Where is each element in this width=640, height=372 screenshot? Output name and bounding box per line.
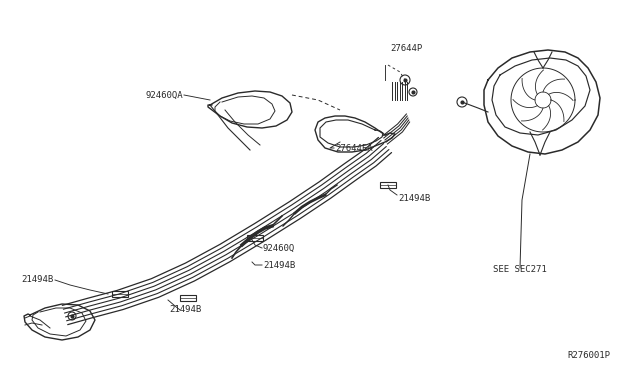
- Text: 21494B: 21494B: [22, 276, 54, 285]
- Text: R276001P: R276001P: [567, 350, 610, 359]
- Text: 27644EA: 27644EA: [335, 144, 372, 153]
- Bar: [380, 182, 396, 188]
- Text: 21494B: 21494B: [263, 260, 295, 269]
- Bar: [247, 235, 263, 241]
- Text: 21494B: 21494B: [169, 305, 201, 314]
- Text: 92460Q: 92460Q: [263, 244, 295, 253]
- Text: 27644P: 27644P: [390, 44, 422, 52]
- Bar: [112, 291, 128, 297]
- Text: SEE SEC271: SEE SEC271: [493, 266, 547, 275]
- Bar: [180, 295, 196, 301]
- Text: 21494B: 21494B: [398, 193, 430, 202]
- Text: 92460QA: 92460QA: [145, 90, 183, 99]
